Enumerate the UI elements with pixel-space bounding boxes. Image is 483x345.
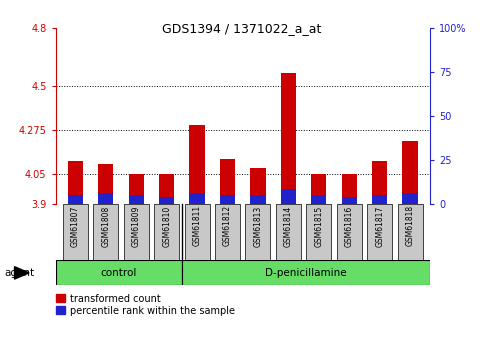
Bar <box>189 193 205 204</box>
Text: GSM61807: GSM61807 <box>71 205 80 247</box>
Text: D-penicillamine: D-penicillamine <box>265 268 347 278</box>
Bar <box>189 125 205 204</box>
Text: GSM61810: GSM61810 <box>162 205 171 247</box>
Bar <box>128 174 144 204</box>
FancyBboxPatch shape <box>398 204 423 260</box>
Bar <box>372 160 387 204</box>
Legend: transformed count, percentile rank within the sample: transformed count, percentile rank withi… <box>56 294 235 316</box>
FancyBboxPatch shape <box>182 260 430 285</box>
FancyBboxPatch shape <box>276 204 301 260</box>
Bar <box>402 141 418 204</box>
Text: agent: agent <box>5 268 35 278</box>
FancyBboxPatch shape <box>185 204 210 260</box>
Bar <box>68 195 83 204</box>
Text: GSM61809: GSM61809 <box>132 205 141 247</box>
Text: GSM61818: GSM61818 <box>406 205 414 246</box>
Text: GDS1394 / 1371022_a_at: GDS1394 / 1371022_a_at <box>162 22 321 36</box>
Bar <box>159 174 174 204</box>
FancyBboxPatch shape <box>337 204 362 260</box>
Text: GSM61813: GSM61813 <box>254 205 262 247</box>
Bar <box>281 189 296 204</box>
Bar <box>402 193 418 204</box>
Text: GSM61817: GSM61817 <box>375 205 384 247</box>
Text: GSM61814: GSM61814 <box>284 205 293 247</box>
FancyBboxPatch shape <box>154 204 179 260</box>
Bar <box>220 159 235 204</box>
FancyBboxPatch shape <box>306 204 331 260</box>
Text: GSM61816: GSM61816 <box>345 205 354 247</box>
Text: GSM61812: GSM61812 <box>223 205 232 246</box>
Bar <box>220 195 235 204</box>
Bar <box>250 195 266 204</box>
Text: GSM61808: GSM61808 <box>101 205 110 247</box>
Text: control: control <box>100 268 137 278</box>
Bar <box>159 197 174 204</box>
Bar <box>98 165 114 204</box>
FancyBboxPatch shape <box>367 204 392 260</box>
Bar <box>250 168 266 204</box>
Text: GSM61811: GSM61811 <box>193 205 201 246</box>
Bar <box>311 174 327 204</box>
Bar <box>128 195 144 204</box>
FancyBboxPatch shape <box>63 204 88 260</box>
FancyBboxPatch shape <box>56 260 182 285</box>
Bar <box>311 195 327 204</box>
Text: GSM61815: GSM61815 <box>314 205 323 247</box>
Bar <box>68 160 83 204</box>
Bar <box>372 195 387 204</box>
Bar <box>341 197 357 204</box>
FancyBboxPatch shape <box>245 204 270 260</box>
FancyBboxPatch shape <box>93 204 118 260</box>
FancyBboxPatch shape <box>124 204 149 260</box>
Bar <box>281 72 296 204</box>
Bar <box>98 193 114 204</box>
FancyBboxPatch shape <box>215 204 240 260</box>
Bar <box>341 174 357 204</box>
